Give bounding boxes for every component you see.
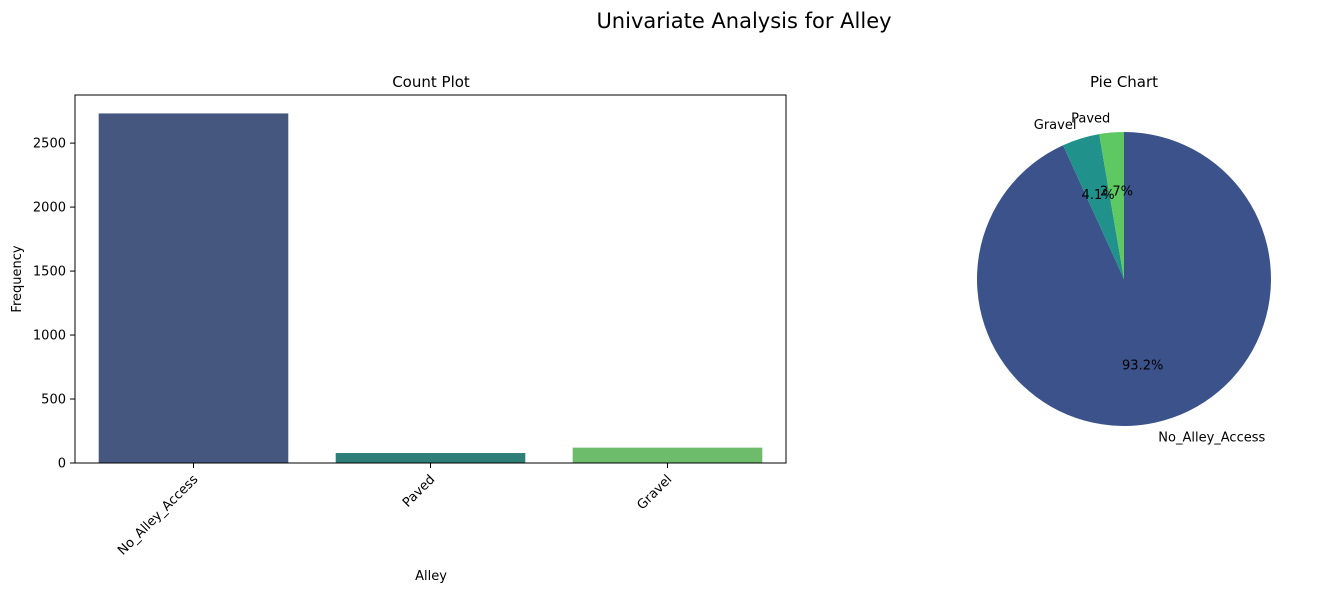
y-tick-label: 1000 (33, 329, 66, 344)
count-plot-y-label: Frequency (10, 245, 25, 312)
pie-chart-labels: No_Alley_Access 93.2% Gravel 4.1% Paved 2.7% (1034, 111, 1266, 445)
pie-pct-gravel: 4.1% (1082, 188, 1115, 203)
y-tick-label: 0 (58, 457, 66, 472)
count-plot-x-label: Alley (415, 569, 447, 584)
pie-label-paved: Paved (1071, 111, 1110, 126)
pie-pct-no-alley-access: 93.2% (1122, 359, 1163, 374)
count-plot-axes-frame (74, 94, 787, 464)
pie-chart-slices (977, 132, 1272, 427)
y-tick-label: 2500 (33, 137, 66, 152)
pie-chart: Pie Chart No_Alley_Access 93.2% Gravel 4.1%… (977, 73, 1272, 446)
pie-slice-gravel (1063, 134, 1124, 279)
count-plot-title: Count Plot (392, 73, 470, 91)
y-tick-label: 500 (41, 393, 66, 408)
pie-slice-no-alley-access (977, 132, 1272, 427)
x-tick-label: No_Alley_Access (115, 472, 201, 558)
count-plot-x-axis: No_Alley_Access Paved Gravel (115, 463, 675, 558)
count-plot-bars (98, 113, 763, 463)
count-plot-y-axis: 0 500 1000 1500 2000 2500 (33, 137, 75, 472)
figure-title: Univariate Analysis for Alley (596, 9, 891, 33)
pie-pct-paved: 2.7% (1100, 185, 1133, 200)
y-tick-label: 2000 (33, 201, 66, 216)
count-plot: Count Plot 0 500 1000 1500 2000 2500 No_Alley… (10, 73, 787, 584)
x-tick-label: Paved (400, 472, 438, 510)
pie-chart-title: Pie Chart (1090, 73, 1158, 91)
bar-no-alley-access (98, 113, 289, 463)
pie-label-no-alley-access: No_Alley_Access (1158, 431, 1265, 446)
y-tick-label: 1500 (33, 265, 66, 280)
bar-paved (335, 453, 526, 463)
bar-gravel (572, 447, 763, 463)
pie-slice-paved (1099, 132, 1124, 279)
pie-label-gravel: Gravel (1034, 118, 1077, 133)
x-tick-label: Gravel (635, 472, 676, 513)
